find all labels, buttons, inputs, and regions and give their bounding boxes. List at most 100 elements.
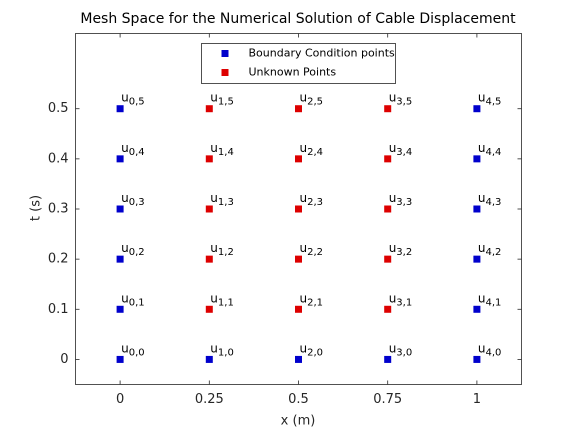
- y-tick-label: 0.2: [48, 252, 69, 267]
- annotation: u4,4: [478, 140, 502, 158]
- annotation-base: u: [478, 140, 486, 154]
- annotation-subscript: 3,2: [396, 247, 412, 258]
- x-tick-label: 0: [116, 392, 124, 407]
- annotation: u1,3: [210, 191, 234, 209]
- annotation-subscript: 1,3: [218, 197, 234, 208]
- annotation: u0,5: [121, 90, 145, 108]
- y-tick-label: 0.5: [48, 101, 69, 116]
- annotation-subscript: 1,0: [218, 347, 234, 358]
- annotation-base: u: [300, 291, 308, 305]
- point: [295, 155, 302, 163]
- legend-swatch: [221, 50, 229, 57]
- annotation-subscript: 2,4: [307, 147, 323, 158]
- annotation-subscript: 4,2: [486, 247, 502, 258]
- annotation-base: u: [389, 90, 397, 104]
- annotation-subscript: 4,0: [486, 347, 502, 358]
- point: [473, 305, 481, 313]
- y-tick-label: 0: [60, 352, 68, 367]
- annotation: u0,3: [121, 191, 145, 209]
- annotation-subscript: 3,3: [396, 197, 412, 208]
- annotation-base: u: [210, 90, 218, 104]
- annotation-base: u: [210, 140, 218, 154]
- point: [205, 155, 213, 163]
- annotation-subscript: 2,0: [307, 347, 323, 358]
- annotation-base: u: [300, 140, 308, 154]
- annotation-base: u: [121, 291, 129, 305]
- y-tick-label: 0.3: [48, 202, 69, 217]
- annotation-subscript: 0,0: [129, 347, 145, 358]
- annotation-base: u: [210, 291, 218, 305]
- annotation-subscript: 3,1: [396, 297, 412, 308]
- annotation: u2,0: [300, 341, 324, 359]
- annotation: u4,1: [478, 291, 502, 309]
- annotation-subscript: 4,1: [486, 297, 502, 308]
- point: [205, 205, 213, 213]
- annotation-subscript: 1,4: [218, 147, 234, 158]
- annotation-base: u: [300, 191, 308, 205]
- annotation: u4,2: [478, 241, 502, 259]
- annotation-subscript: 0,1: [129, 297, 145, 308]
- point: [116, 305, 124, 313]
- point: [473, 155, 481, 163]
- annotation-base: u: [389, 140, 397, 154]
- annotation: u0,2: [121, 241, 145, 259]
- annotation-subscript: 0,5: [129, 97, 145, 108]
- annotation: u1,4: [210, 140, 234, 158]
- y-axis-label: t (s): [29, 195, 44, 221]
- annotation: u2,1: [300, 291, 324, 309]
- point: [384, 205, 392, 213]
- annotation: u2,5: [300, 90, 324, 108]
- point: [473, 255, 481, 263]
- y-tick-label: 0.1: [48, 302, 69, 317]
- annotation: u2,4: [300, 140, 324, 158]
- legend-box: [201, 43, 396, 84]
- point: [295, 255, 302, 263]
- annotation-base: u: [300, 241, 308, 255]
- annotation: u2,2: [300, 241, 324, 259]
- point: [473, 105, 481, 113]
- annotation-base: u: [210, 191, 218, 205]
- annotation: u3,0: [389, 341, 413, 359]
- point: [384, 355, 392, 363]
- annotation-base: u: [121, 191, 129, 205]
- point: [473, 355, 481, 363]
- annotation-base: u: [121, 341, 129, 355]
- legend-label: Unknown Points: [249, 66, 337, 79]
- point: [205, 355, 213, 363]
- point: [205, 305, 213, 313]
- point: [295, 105, 302, 113]
- annotation-subscript: 0,2: [129, 247, 145, 258]
- legend-label: Boundary Condition points: [249, 47, 396, 60]
- annotation-subscript: 1,1: [218, 297, 234, 308]
- annotation: u0,4: [121, 140, 145, 158]
- y-tick-label: 0.4: [48, 151, 69, 166]
- annotation-subscript: 4,5: [486, 97, 502, 108]
- annotation: u1,0: [210, 341, 234, 359]
- annotation: u1,1: [210, 291, 234, 309]
- annotation-base: u: [389, 341, 397, 355]
- annotation: u3,4: [389, 140, 413, 158]
- annotation-subscript: 2,1: [307, 297, 323, 308]
- annotation-subscript: 2,2: [307, 247, 323, 258]
- x-tick-label: 0.25: [195, 392, 224, 407]
- point: [384, 105, 392, 113]
- annotation: u3,3: [389, 191, 413, 209]
- point: [116, 205, 124, 213]
- annotation-base: u: [389, 291, 397, 305]
- annotation-base: u: [389, 191, 397, 205]
- annotation-base: u: [300, 90, 308, 104]
- legend-swatch: [221, 69, 229, 76]
- annotation: u1,5: [210, 90, 234, 108]
- annotation-subscript: 1,5: [218, 97, 234, 108]
- annotation-subscript: 0,4: [129, 147, 145, 158]
- annotation-base: u: [478, 341, 486, 355]
- annotation: u4,5: [478, 90, 502, 108]
- annotation-subscript: 3,0: [396, 347, 412, 358]
- annotation: u2,3: [300, 191, 324, 209]
- point: [205, 255, 213, 263]
- annotation-base: u: [121, 140, 129, 154]
- annotation-subscript: 4,4: [486, 147, 502, 158]
- annotation: u3,2: [389, 241, 413, 259]
- annotation-base: u: [478, 191, 486, 205]
